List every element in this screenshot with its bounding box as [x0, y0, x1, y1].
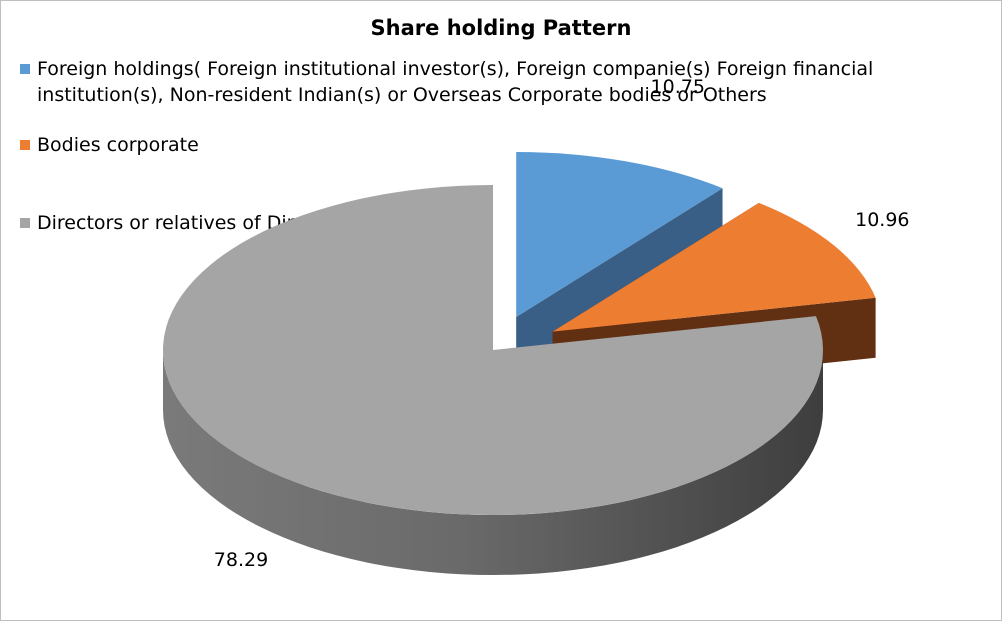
slice-wall-directors: [163, 350, 823, 575]
legend-swatch: [20, 218, 30, 228]
legend-label: Bodies corporate: [37, 134, 199, 156]
slice-foreign-holdings: [516, 151, 723, 317]
legend-swatch: [20, 64, 30, 74]
slice-directors: [162, 185, 824, 515]
chart-title: Share holding Pattern: [370, 16, 632, 40]
slice-tops: [162, 151, 876, 515]
data-label-foreign-holdings: 10.75: [651, 76, 705, 98]
legend-entry-bodies-corporate: Bodies corporate: [20, 132, 977, 158]
legend-entry-foreign-holdings: Foreign holdings( Foreign institutional …: [20, 56, 977, 108]
legend-swatch: [20, 140, 30, 150]
slice-bodies-corporate: [552, 202, 876, 332]
data-label-directors: 78.29: [214, 549, 268, 571]
data-label-bodies-corporate: 10.96: [855, 209, 909, 231]
legend-label: Foreign holdings( Foreign institutional …: [37, 58, 874, 106]
